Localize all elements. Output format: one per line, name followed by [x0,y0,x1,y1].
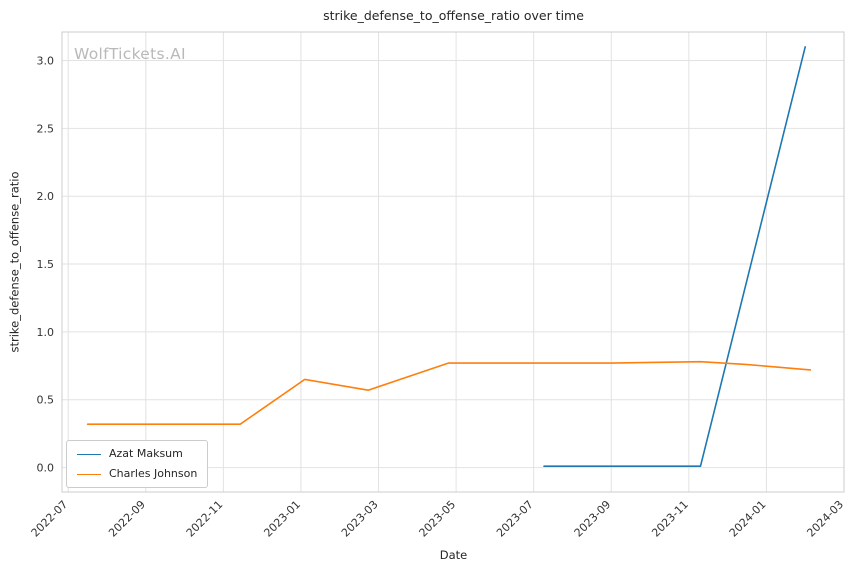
y-tick-label: 3.0 [37,54,55,67]
plot-border [61,31,845,493]
y-tick-label: 0.5 [37,394,55,407]
x-tick-label: 2023-03 [339,498,381,540]
legend-line-swatch-orange [77,473,101,475]
y-axis-label-wrap: strike_defense_to_offense_ratio [2,32,28,492]
legend: Azat Maksum Charles Johnson [66,440,209,488]
chart-title: strike_defense_to_offense_ratio over tim… [323,8,584,23]
series-line-charles-johnson [86,360,812,426]
y-axis-label: strike_defense_to_offense_ratio [8,171,22,353]
x-tick-label: 2023-09 [572,498,614,540]
x-tick-label: 2023-11 [649,498,691,540]
x-axis-label: Date [439,548,468,562]
x-tick-label: 2022-09 [106,498,148,540]
y-tick-label: 2.5 [37,122,55,135]
y-tick-label: 2.0 [37,190,55,203]
x-tick-label: 2023-01 [261,498,303,540]
legend-label: Azat Maksum [109,447,183,460]
y-tick-label: 1.0 [37,326,55,339]
legend-label: Charles Johnson [109,467,198,480]
x-tick-label: 2023-07 [494,498,536,540]
y-tick-label: 1.5 [37,258,55,271]
legend-item-azat-maksum: Azat Maksum [77,447,197,461]
legend-line-swatch-blue [77,453,101,455]
x-tick-label: 2024-03 [804,498,846,540]
series-line-azat-maksum [543,46,807,468]
x-tick-label: 2023-05 [417,498,459,540]
y-tick-label: 0.0 [37,462,55,475]
x-tick-label: 2024-01 [727,498,769,540]
watermark-text: WolfTickets.AI [74,45,186,63]
x-tick-label: 2022-11 [184,498,226,540]
x-tick-label: 2022-07 [29,498,71,540]
legend-item-charles-johnson: Charles Johnson [77,467,197,481]
